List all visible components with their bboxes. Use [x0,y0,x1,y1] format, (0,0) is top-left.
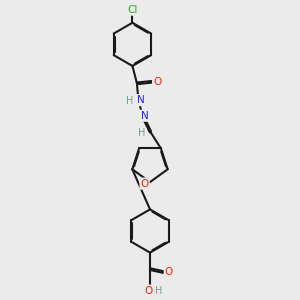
Text: N: N [137,95,145,105]
Text: N: N [141,111,148,121]
Text: O: O [140,178,149,189]
Text: O: O [165,267,173,277]
Text: H: H [155,286,162,296]
Text: O: O [153,77,161,87]
Text: Cl: Cl [127,4,138,15]
Text: H: H [126,96,134,106]
Text: O: O [144,286,153,296]
Text: H: H [138,128,146,139]
